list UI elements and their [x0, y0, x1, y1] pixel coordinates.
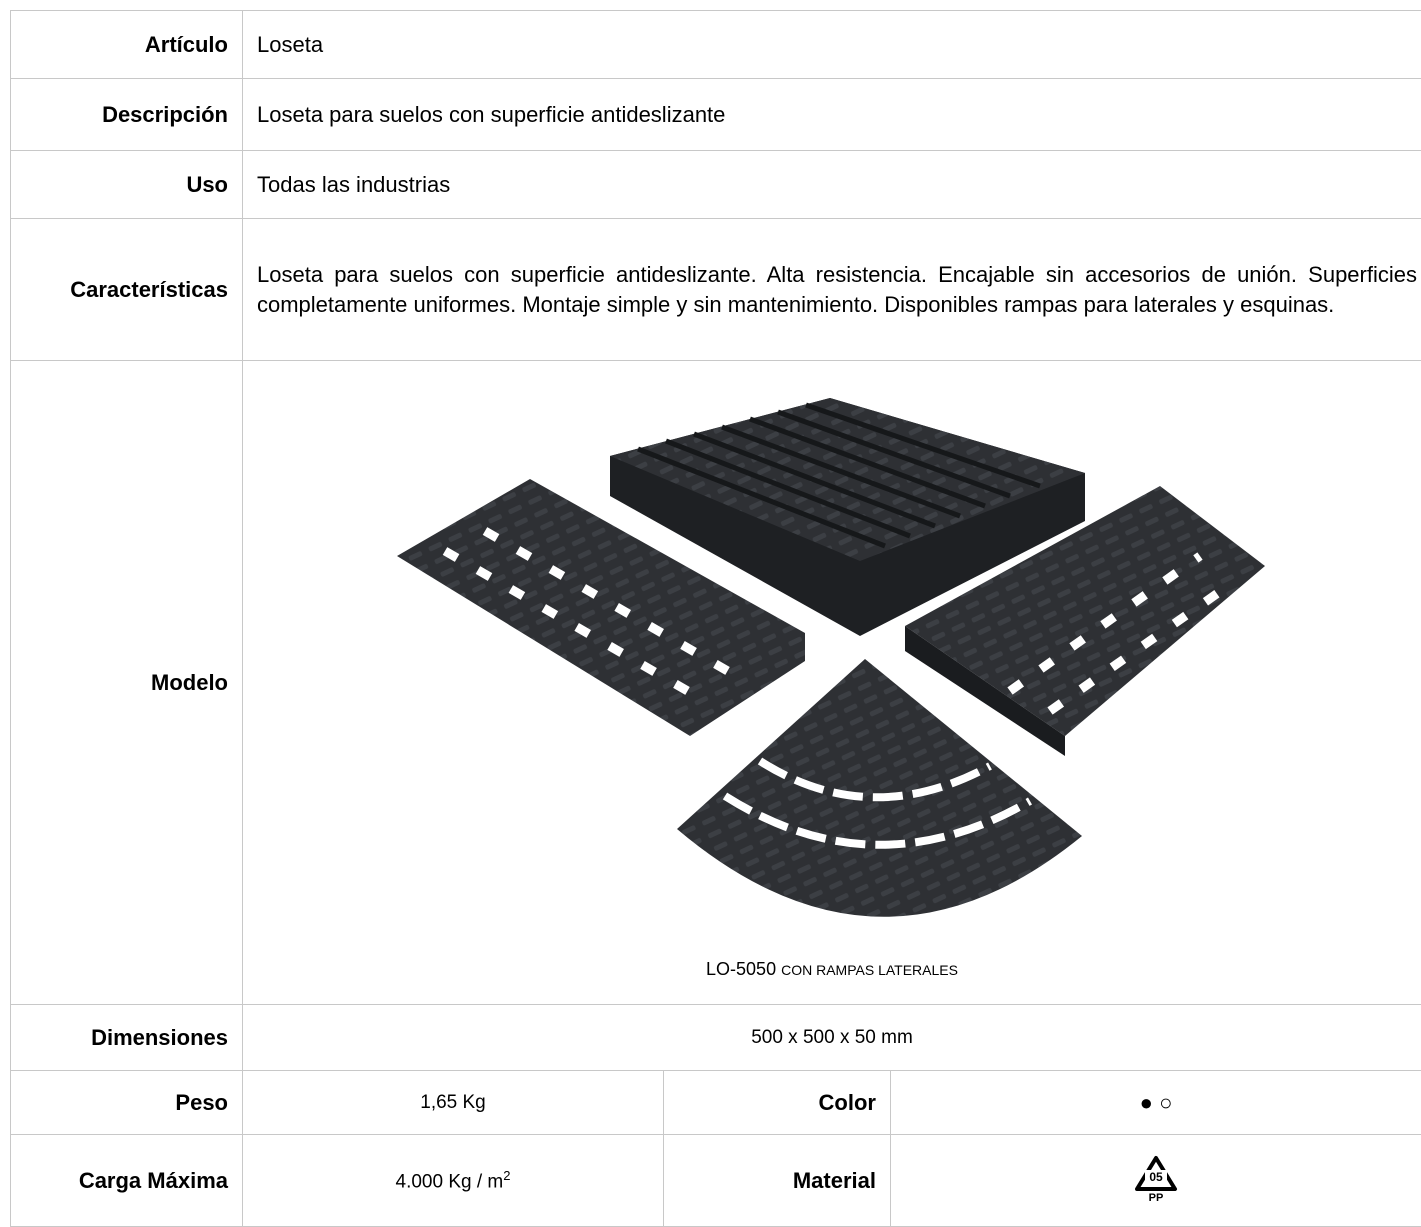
value: Loseta para suelos con superficie antide…	[243, 79, 1421, 151]
label: Carga Máxima	[11, 1135, 243, 1227]
value: Loseta	[243, 11, 1421, 79]
material-icon-cell: 05 PP	[891, 1135, 1421, 1227]
value: 1,65 Kg	[243, 1071, 664, 1135]
label: Descripción	[11, 79, 243, 151]
caption: LO-5050 CON RAMPAS LATERALES	[243, 959, 1421, 980]
model-cell: LO-5050 CON RAMPAS LATERALES	[243, 361, 1421, 1005]
label: Características	[11, 219, 243, 361]
load-value: 4.000 Kg / m	[396, 1171, 504, 1192]
color-white: ○	[1159, 1090, 1172, 1115]
color-swatches: ● ○	[891, 1071, 1421, 1135]
color-black: ●	[1140, 1090, 1153, 1115]
value: Todas las industrias	[243, 151, 1421, 219]
load-exponent: 2	[503, 1168, 510, 1183]
label: Dimensiones	[11, 1005, 243, 1071]
label: Uso	[11, 151, 243, 219]
label: Color	[664, 1071, 891, 1135]
model-code: LO-5050	[706, 959, 776, 979]
material-code: 05	[1149, 1170, 1163, 1184]
label: Artículo	[11, 11, 243, 79]
material-name: PP	[1149, 1192, 1164, 1203]
value: Loseta para suelos con superficie antide…	[243, 219, 1421, 361]
caption-text: CON RAMPAS LATERALES	[781, 962, 958, 978]
label: Peso	[11, 1071, 243, 1135]
product-image	[243, 362, 1421, 1004]
label: Modelo	[11, 361, 243, 1005]
recycling-icon: 05 PP	[1131, 1153, 1181, 1203]
value: 4.000 Kg / m2	[243, 1135, 664, 1227]
value: 500 x 500 x 50 mm	[243, 1005, 1421, 1071]
label: Material	[664, 1135, 891, 1227]
